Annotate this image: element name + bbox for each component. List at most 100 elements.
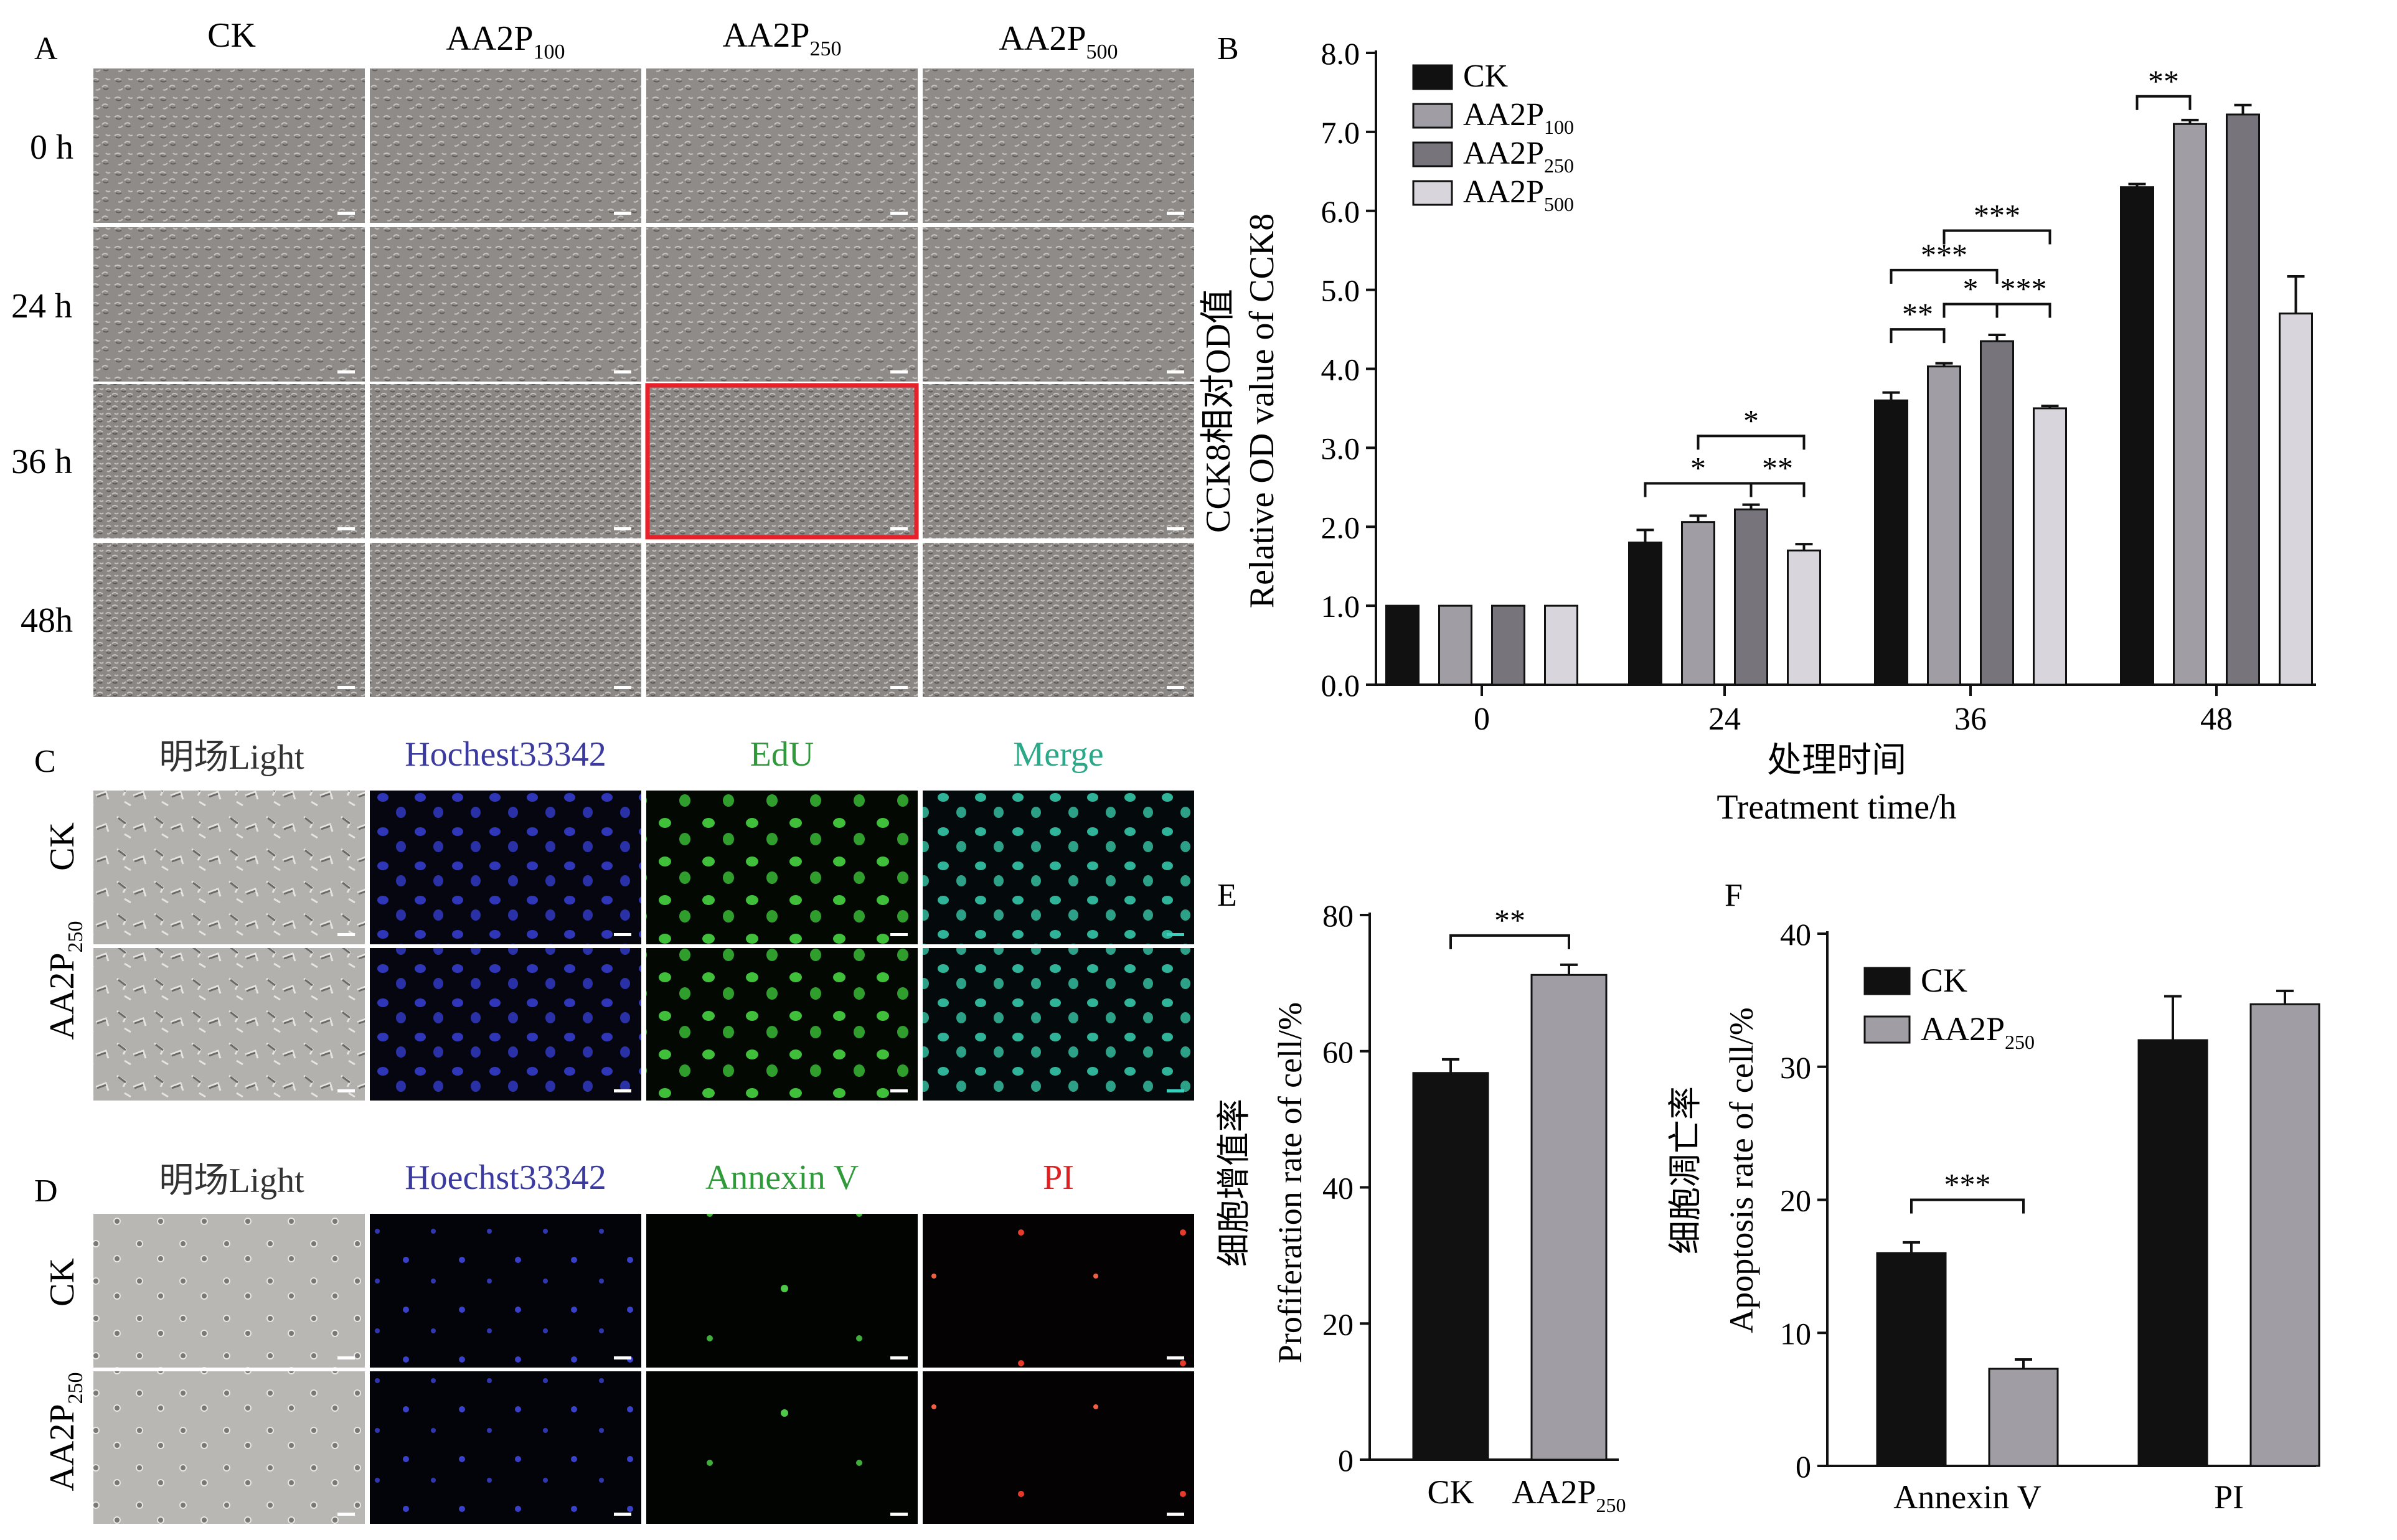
micrograph-cell bbox=[93, 1214, 365, 1368]
micrograph-cell bbox=[646, 543, 918, 697]
micrograph-cell bbox=[370, 227, 641, 382]
scale-bar bbox=[614, 370, 631, 373]
panel-b-letter: B bbox=[1217, 31, 1239, 67]
panel-d-col-header: Hoechst33342 bbox=[405, 1158, 606, 1197]
panel-a-row-label: 48h bbox=[21, 601, 73, 640]
micrograph-cell bbox=[370, 948, 641, 1101]
legend-label: AA2P100 bbox=[1463, 97, 1574, 138]
panel-c-row-label: CK bbox=[43, 822, 82, 871]
x-tick-label: 24 bbox=[1708, 702, 1741, 737]
micrograph-cell bbox=[646, 384, 918, 538]
significance-bracket bbox=[1890, 328, 1946, 344]
x-tick-label: 36 bbox=[1954, 702, 1987, 737]
significance-label: ** bbox=[1494, 903, 1525, 937]
chart-b: B CCK8相对OD值 Relative OD value of CCK8 处理… bbox=[1199, 31, 2316, 827]
y-tick-label: 7.0 bbox=[1321, 115, 1360, 150]
legend-swatch bbox=[1863, 1015, 1911, 1044]
bar bbox=[1980, 340, 2014, 686]
significance-label: * bbox=[1963, 271, 1979, 306]
panel-c-row-label: AA2P250 bbox=[43, 921, 87, 1040]
y-tick-label: 60 bbox=[1322, 1035, 1354, 1069]
scale-bar bbox=[1167, 933, 1184, 936]
bar bbox=[1385, 604, 1420, 686]
significance-label: *** bbox=[2000, 271, 2047, 306]
micrograph-cell bbox=[93, 68, 365, 223]
significance-bracket bbox=[1890, 268, 1999, 284]
y-tick-label: 20 bbox=[1780, 1183, 1811, 1218]
micrograph-cell bbox=[923, 68, 1194, 223]
panel-a-col-header: AA2P250 bbox=[722, 16, 841, 60]
y-tick-label: 5.0 bbox=[1321, 273, 1360, 308]
y-tick-label: 20 bbox=[1322, 1307, 1354, 1341]
panel-d-row-label: CK bbox=[43, 1258, 82, 1307]
micrograph-cell bbox=[93, 227, 365, 382]
scale-bar bbox=[337, 212, 355, 215]
panel-c-col-header: Merge bbox=[1013, 735, 1103, 774]
bar bbox=[1874, 399, 1908, 686]
bar bbox=[1412, 1072, 1489, 1461]
y-tick-label: 6.0 bbox=[1321, 194, 1360, 229]
panel-d-col-header: 明场Light bbox=[159, 1162, 304, 1200]
micrograph-cell bbox=[370, 1371, 641, 1524]
scale-bar bbox=[890, 1089, 908, 1092]
significance-bracket bbox=[1910, 1198, 2025, 1214]
significance-label: *** bbox=[1944, 1167, 1991, 1202]
micrograph-cell bbox=[646, 791, 918, 944]
x-tick-label: Annexin V bbox=[1893, 1478, 2041, 1516]
bar bbox=[2137, 1039, 2208, 1467]
panel-e-letter: E bbox=[1217, 878, 1237, 913]
significance-bracket bbox=[1995, 303, 2051, 318]
micrograph-cell bbox=[93, 384, 365, 538]
panel-c-col-header: EdU bbox=[750, 735, 814, 774]
scale-bar bbox=[890, 1356, 908, 1359]
legend-swatch bbox=[1412, 103, 1453, 129]
micrograph-cell bbox=[646, 227, 918, 382]
chart-f-ylabel-en: Apoptosis rate of cell/% bbox=[1723, 1007, 1760, 1333]
bar bbox=[1491, 604, 1525, 686]
panel-f-letter: F bbox=[1725, 878, 1743, 913]
chart-f: F 细胞凋亡率 Apoptosis rate of cell/% CK AA2P2… bbox=[1667, 878, 2320, 1516]
panel-d-letter: D bbox=[34, 1173, 58, 1209]
bar bbox=[1544, 604, 1578, 686]
significance-bracket bbox=[1697, 434, 1806, 450]
significance-bracket bbox=[1943, 303, 1999, 318]
x-tick-label: 0 bbox=[1474, 702, 1490, 737]
chart-f-plot: 0 10 20 30 40 Annexin V PI *** bbox=[1780, 917, 2320, 1516]
micrograph-cell bbox=[93, 543, 365, 697]
significance-bracket bbox=[1943, 229, 2051, 245]
y-tick-label: 30 bbox=[1780, 1050, 1811, 1085]
micrograph-cell bbox=[923, 948, 1194, 1101]
panel-a-row-labels: 0 h 24 h 36 h 48h bbox=[11, 128, 73, 640]
panel-c-col-header: Hochest33342 bbox=[405, 735, 606, 774]
bar bbox=[1876, 1252, 1947, 1467]
y-tick-label: 40 bbox=[1780, 917, 1811, 952]
legend-label: CK bbox=[1921, 962, 1967, 999]
scale-bar bbox=[1167, 686, 1184, 689]
panel-a-col-header: CK bbox=[207, 16, 256, 55]
chart-b-ylabel-cn: CCK8相对OD值 bbox=[1199, 289, 1238, 533]
panel-c-image-grid bbox=[93, 791, 1194, 1101]
scale-bar bbox=[1167, 370, 1184, 373]
panel-a-row-label: 0 h bbox=[30, 128, 73, 167]
micrograph-cell bbox=[923, 791, 1194, 944]
legend-swatch bbox=[1412, 180, 1453, 206]
significance-label: * bbox=[1690, 450, 1706, 485]
panel-c-col-header: 明场Light bbox=[159, 738, 304, 777]
scale-bar bbox=[1167, 1356, 1184, 1359]
bar bbox=[1438, 604, 1472, 686]
significance-label: ** bbox=[1762, 450, 1793, 485]
panel-d-col-header: Annexin V bbox=[705, 1158, 859, 1197]
scale-bar bbox=[614, 1089, 631, 1092]
micrograph-cell bbox=[646, 1371, 918, 1524]
chart-e-ylabel-cn: 细胞增值率 bbox=[1215, 1099, 1253, 1267]
scale-bar bbox=[1167, 212, 1184, 215]
panel-a-col-header: AA2P500 bbox=[999, 19, 1118, 63]
chart-e-ylabel-en: Profiferation rate of cell/% bbox=[1271, 1002, 1309, 1363]
micrograph-cell bbox=[370, 384, 641, 538]
scale-bar bbox=[337, 370, 355, 373]
bar bbox=[1734, 508, 1768, 686]
significance-bracket bbox=[1749, 482, 1806, 497]
scale-bar bbox=[1167, 527, 1184, 530]
chart-b-plot: 0.01.02.03.04.05.06.07.08.00 24 36 48* *****… bbox=[1321, 36, 2316, 737]
legend-label: AA2P500 bbox=[1463, 174, 1574, 215]
